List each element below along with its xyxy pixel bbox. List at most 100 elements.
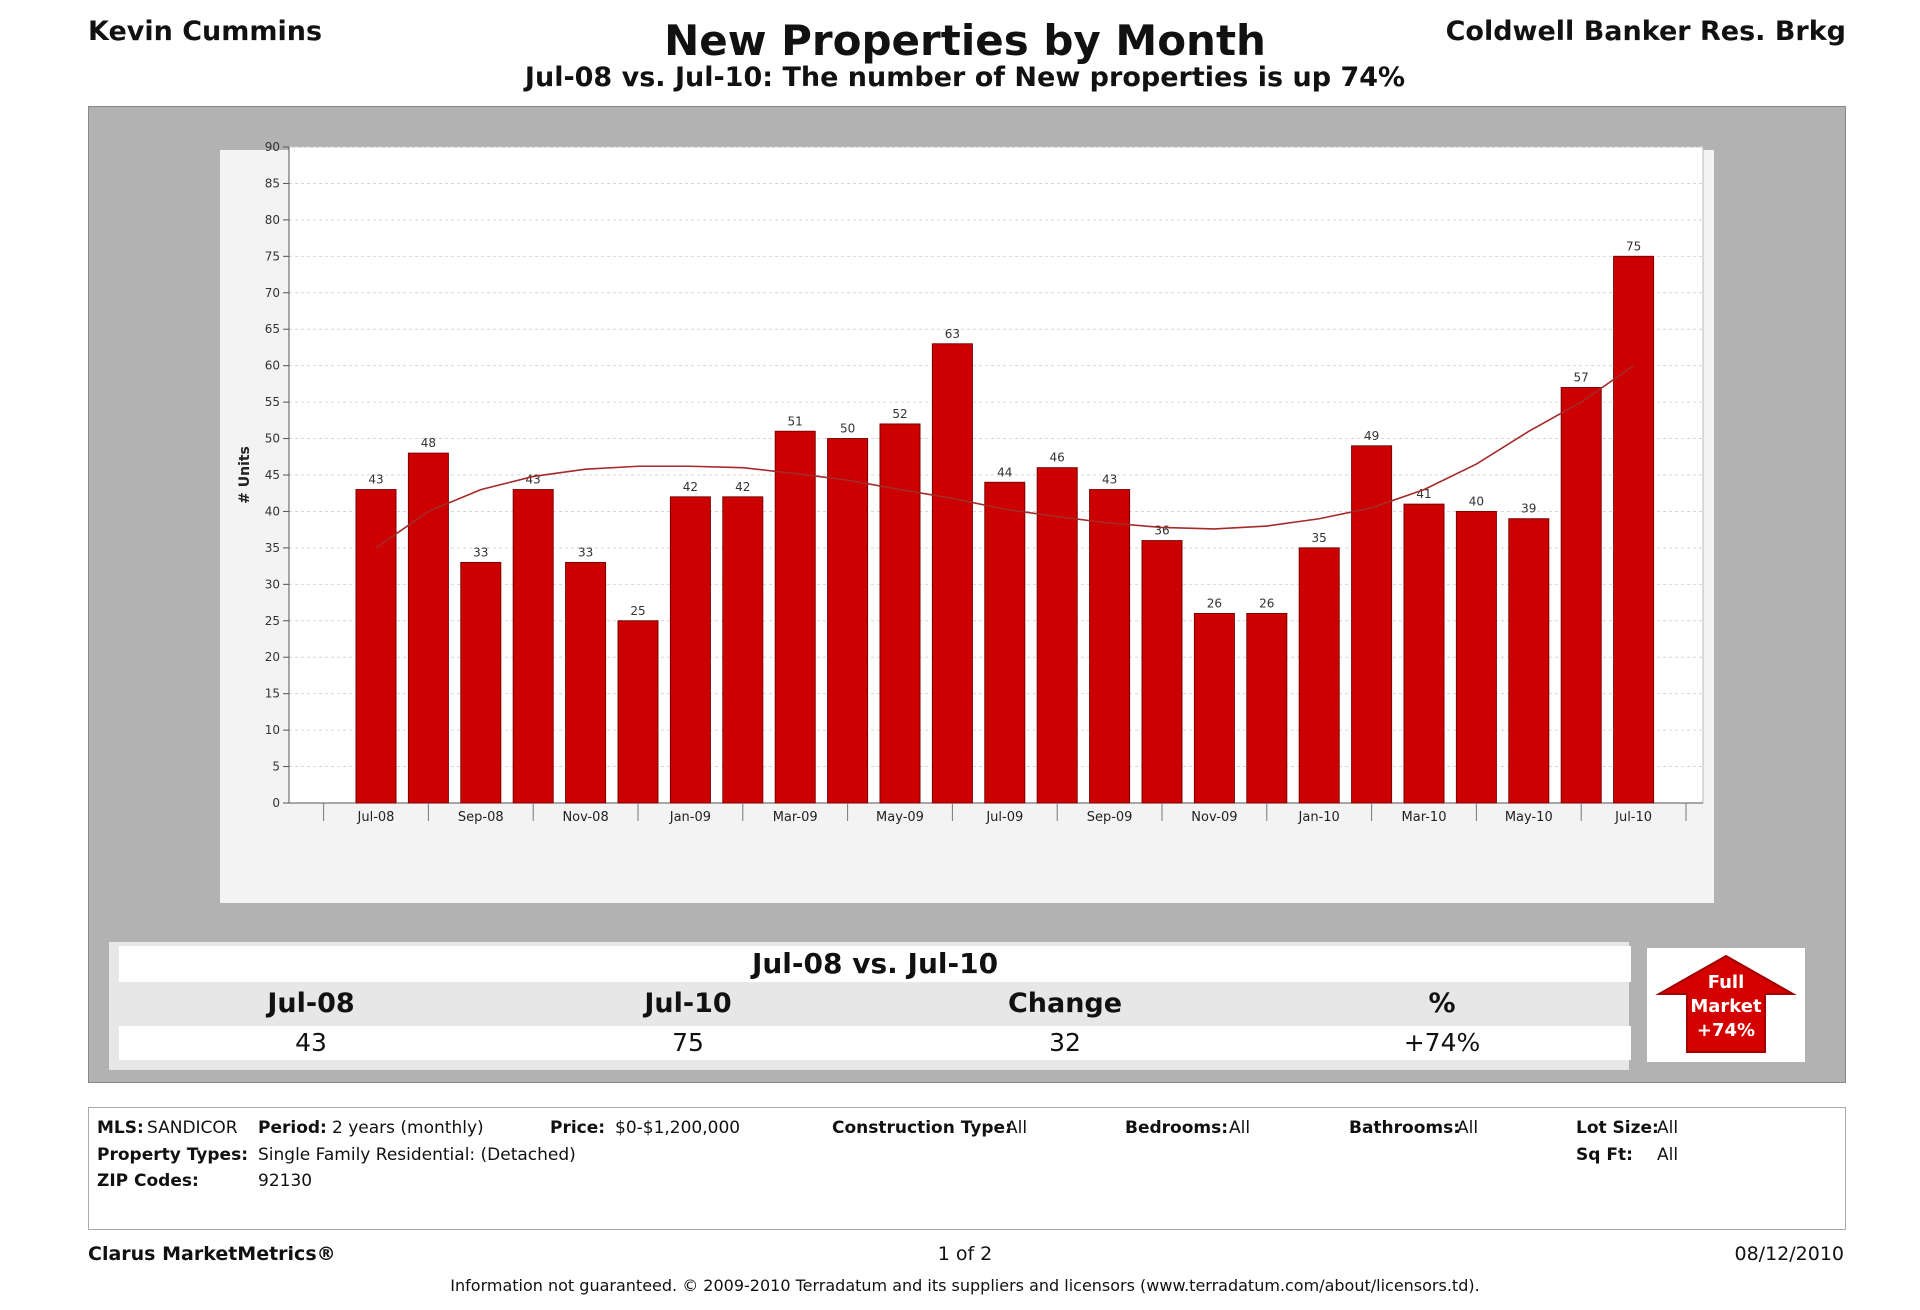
bathrooms-label: Bathrooms: (1349, 1118, 1461, 1138)
comparison-summary: Jul-08 vs. Jul-10 Jul-08 Jul-10 Change %… (109, 942, 1631, 1070)
price-value: $0-$1,200,000 (615, 1118, 741, 1138)
bar-value-label: 26 (1207, 596, 1222, 610)
y-tick-label: 20 (265, 650, 280, 664)
bar (565, 561, 607, 804)
bar-value-label: 43 (526, 473, 541, 487)
summary-header-end: Jul-10 (644, 988, 732, 1019)
sqft-value: All (1657, 1145, 1679, 1165)
x-tick-label: May-09 (876, 810, 924, 825)
bar-value-label: 63 (945, 327, 960, 341)
x-tick-label: Jan-10 (1298, 810, 1340, 825)
bar (1036, 467, 1078, 804)
bar-value-label: 52 (892, 407, 907, 421)
badge-line-1: Full (1708, 972, 1745, 993)
x-tick-label: Nov-09 (1191, 810, 1237, 825)
y-axis-label: # Units (237, 446, 253, 504)
x-tick-label: Nov-08 (562, 810, 608, 825)
y-tick-label: 50 (265, 432, 280, 446)
bar-value-label: 43 (368, 473, 383, 487)
disclaimer: Information not guaranteed. © 2009-2010 … (450, 1276, 1480, 1295)
period-value: 2 years (monthly) (332, 1118, 484, 1138)
agent-name: Kevin Cummins (88, 16, 323, 47)
summary-value-change: 32 (1049, 1028, 1081, 1057)
summary-value-end: 75 (672, 1028, 704, 1057)
bar (460, 561, 502, 804)
chart-panel: 0 5 10 15 20 25 30 35 40 45 50 55 60 65 70 75 80 85 90 # Un… (88, 106, 1846, 1083)
y-tick-label: 85 (265, 176, 280, 190)
y-tick-label: 15 (265, 687, 280, 701)
period-label: Period: (258, 1118, 327, 1138)
bar-value-label: 40 (1469, 494, 1484, 508)
y-tick-label: 55 (265, 395, 280, 409)
x-tick-label: Mar-09 (773, 810, 818, 825)
bar (512, 489, 554, 804)
product-name: Clarus MarketMetrics® (88, 1243, 336, 1265)
y-tick-label: 25 (265, 614, 280, 628)
y-tick-label: 35 (265, 541, 280, 555)
bar (722, 496, 764, 804)
mls-value: SANDICOR (147, 1118, 238, 1138)
bar (1193, 612, 1235, 804)
bar (1508, 518, 1550, 804)
bar (984, 481, 1026, 804)
bar (1403, 503, 1445, 804)
y-tick-label: 0 (272, 796, 280, 810)
x-tick-label: Sep-09 (1087, 810, 1133, 825)
summary-value-row: 43 75 32 +74% (119, 1026, 1631, 1060)
zip-codes-label: ZIP Codes: (97, 1171, 199, 1191)
bedrooms-value: All (1229, 1118, 1251, 1138)
summary-value-start: 43 (295, 1028, 327, 1057)
bar-value-label: 51 (788, 414, 803, 428)
y-tick-label: 60 (265, 359, 280, 373)
zip-codes-value: 92130 (258, 1171, 313, 1191)
badge-line-3: +74% (1697, 1020, 1755, 1041)
bar-value-label: 42 (735, 480, 750, 494)
bar (1613, 255, 1655, 804)
summary-title: Jul-08 vs. Jul-10 (119, 946, 1631, 982)
bar (774, 430, 816, 804)
bedrooms-label: Bedrooms: (1125, 1118, 1229, 1138)
bar (879, 423, 921, 804)
bar (1455, 510, 1497, 804)
bar-value-label: 48 (421, 436, 436, 450)
property-types-value: Single Family Residential: (Detached) (258, 1145, 576, 1165)
summary-header-start: Jul-08 (267, 988, 355, 1019)
summary-header-percent: % (1428, 988, 1456, 1019)
bar-value-label: 49 (1364, 429, 1379, 443)
x-tick-label: Jul-10 (1614, 810, 1652, 825)
x-tick-label: Sep-08 (458, 810, 504, 825)
y-tick-label: 40 (265, 504, 280, 518)
bar-value-label: 36 (1154, 524, 1169, 538)
bar (1141, 540, 1183, 804)
y-tick-label: 80 (265, 213, 280, 227)
bar-value-label: 75 (1626, 239, 1641, 253)
y-tick-label: 70 (265, 286, 280, 300)
price-label: Price: (550, 1118, 606, 1138)
lot-size-value: All (1657, 1118, 1679, 1138)
y-tick-label: 10 (265, 723, 280, 737)
bar-value-label: 35 (1312, 531, 1327, 545)
bar-value-label: 25 (630, 604, 645, 618)
y-tick-label: 75 (265, 249, 280, 263)
bar-value-label: 26 (1259, 596, 1274, 610)
page-title: New Properties by Month (664, 16, 1266, 65)
x-tick-label: Jan-09 (669, 810, 711, 825)
x-tick-label: Mar-10 (1402, 810, 1447, 825)
x-tick-label: May-10 (1505, 810, 1553, 825)
summary-header-row: Jul-08 Jul-10 Change % (109, 986, 1629, 1022)
bar (1560, 387, 1602, 804)
property-types-label: Property Types: (97, 1145, 249, 1165)
bar (355, 489, 397, 804)
bar (1089, 489, 1131, 804)
page-subtitle: Jul-08 vs. Jul-10: The number of New pro… (524, 62, 1406, 93)
report-date: 08/12/2010 (1734, 1243, 1844, 1265)
summary-header-change: Change (1007, 988, 1123, 1019)
bar (1351, 445, 1393, 804)
y-tick-label: 45 (265, 468, 280, 482)
bar-value-label: 46 (1050, 451, 1065, 465)
bar-value-label: 57 (1574, 371, 1589, 385)
up-arrow-icon: Full Market +74% (1655, 954, 1797, 1053)
construction-label: Construction Type: (832, 1118, 1012, 1138)
bar-chart: 0 5 10 15 20 25 30 35 40 45 50 55 60 65 70 75 80 85 90 # Un… (237, 140, 1704, 825)
bar-value-label: 44 (997, 465, 1012, 479)
